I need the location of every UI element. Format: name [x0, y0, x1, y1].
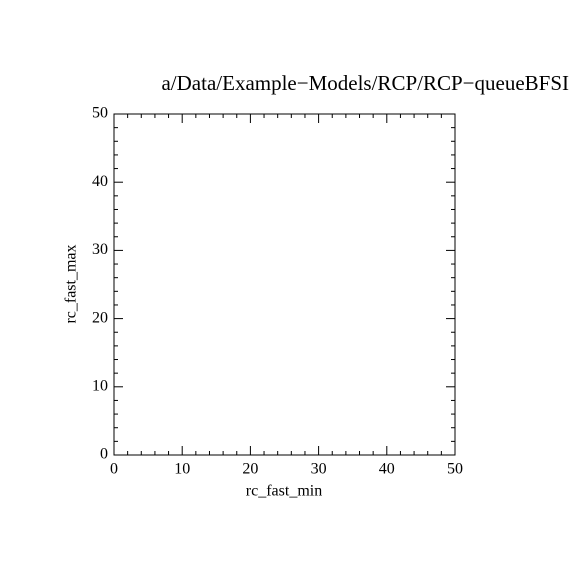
x-tick-label: 20	[242, 461, 258, 478]
x-tick-label: 30	[311, 461, 327, 478]
chart-title: a/Data/Example−Models/RCP/RCP−queueBFSI	[161, 71, 569, 95]
y-tick-label: 0	[100, 446, 108, 463]
y-tick-label: 30	[92, 241, 108, 258]
plot-frame	[113, 113, 456, 456]
y-axis-label: rc_fast_max	[63, 244, 80, 323]
y-tick-label: 40	[92, 173, 108, 190]
x-axis-label: rc_fast_min	[246, 483, 322, 500]
x-tick-label: 0	[110, 461, 118, 478]
y-tick-label: 20	[92, 309, 108, 326]
x-tick-label: 40	[379, 461, 395, 478]
x-tick-label: 10	[174, 461, 190, 478]
y-tick-label: 10	[92, 377, 108, 394]
y-tick-label: 50	[92, 105, 108, 122]
x-tick-label: 50	[447, 461, 463, 478]
